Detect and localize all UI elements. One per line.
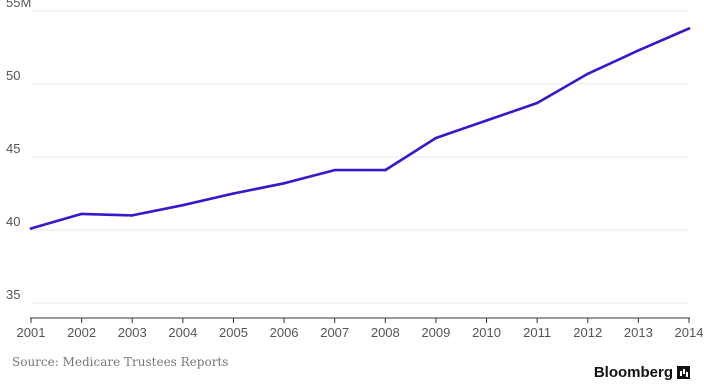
x-tick-label: 2013 [624,325,653,340]
x-tick-label: 2007 [320,325,349,340]
data-point [637,49,640,52]
x-tick-label: 2002 [67,325,96,340]
data-point [80,212,83,216]
x-tick-label: 2012 [573,325,602,340]
bloomberg-chart-icon [677,366,690,379]
data-point [434,136,438,140]
data-point [535,101,539,105]
x-tick-label: 2003 [118,325,147,340]
data-point [384,168,387,172]
source-note: Source: Medicare Trustees Reports [12,355,229,369]
data-point [130,214,134,217]
x-tick-label: 2014 [675,325,704,340]
data-point [687,27,691,30]
y-tick-label: 35 [6,287,20,302]
series-line [29,27,691,230]
x-tick-label: 2010 [472,325,501,340]
bloomberg-logo: Bloomberg [594,364,690,381]
x-tick-label: 2009 [421,325,450,340]
y-tick-label: 55M [6,0,31,10]
brand-name: Bloomberg [593,364,673,381]
x-tick-label: 2006 [270,325,299,340]
x-tick-label: 2001 [17,325,46,340]
x-tick-label: 2008 [371,325,400,340]
data-point [485,119,488,122]
x-tick-label: 2005 [219,325,248,340]
y-tick-label: 50 [6,68,20,83]
x-tick-label: 2011 [523,325,551,340]
data-point [282,181,286,185]
data-point [181,203,185,207]
x-tick-label: 2004 [168,325,197,340]
y-tick-label: 40 [6,214,20,229]
data-point [232,192,235,195]
y-tick-label: 45 [6,141,20,156]
data-point [333,168,336,172]
data-point [29,227,33,230]
data-point [586,72,590,76]
